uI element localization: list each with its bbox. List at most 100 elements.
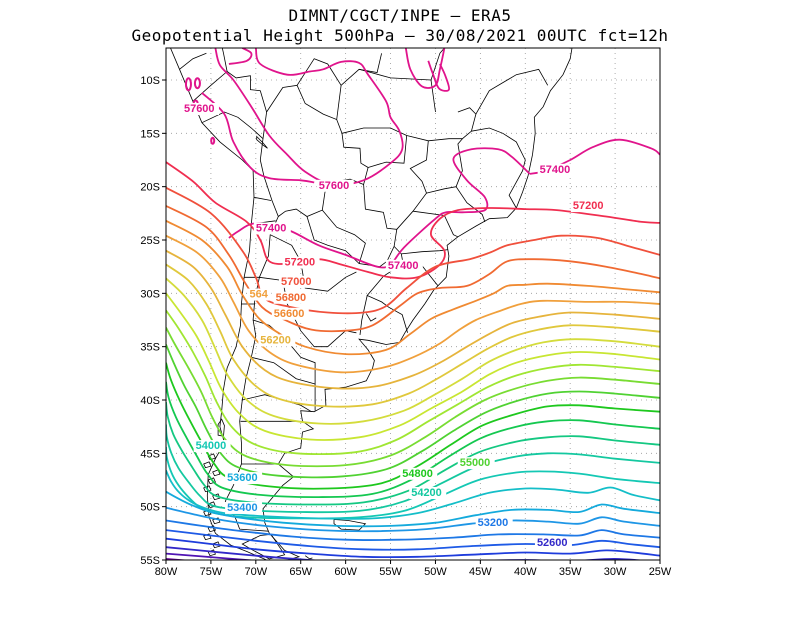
x-axis: 80W 75W 70W 65W 60W 55W 50W 45W 40W 35W 30W 25W xyxy=(155,560,672,578)
contour-label-bg xyxy=(457,457,495,470)
contour-label-bg xyxy=(181,103,219,115)
x-tick-label: 80W xyxy=(155,566,178,578)
island-outline xyxy=(207,453,216,461)
y-tick-label: 35S xyxy=(140,342,160,354)
brazil-state-borders xyxy=(471,127,526,209)
contour-label-bg xyxy=(534,537,572,550)
peru-region-borders xyxy=(192,71,228,102)
contour-label: 55000 xyxy=(460,457,491,469)
contour-label-bg xyxy=(273,291,311,304)
contour-52800 xyxy=(166,537,660,559)
contour-label: 54800 xyxy=(402,468,433,480)
contour-label: 57000 xyxy=(281,276,312,288)
contour-53800 xyxy=(166,470,660,520)
contour-label: 54000 xyxy=(196,440,227,452)
contour-label-bg xyxy=(400,467,438,480)
contour-label: 564 xyxy=(250,289,269,301)
y-tick-label: 40S xyxy=(140,395,160,407)
x-tick-label: 65W xyxy=(289,566,312,578)
island-outline xyxy=(304,555,313,560)
contour-label-bg xyxy=(537,163,575,176)
y-tick-label: 45S xyxy=(140,448,160,460)
lake-titicaca xyxy=(256,135,268,149)
contour-56200 xyxy=(166,249,660,390)
y-tick-label: 50S xyxy=(140,502,160,514)
contour-52600 xyxy=(166,546,647,560)
peru-region-borders xyxy=(201,111,264,139)
contour-54400 xyxy=(166,401,660,506)
brazil-state-borders xyxy=(367,135,408,168)
argentina-province-borders xyxy=(270,234,357,292)
y-tick-label: 25S xyxy=(140,235,160,247)
contour-label-bg xyxy=(225,501,263,514)
x-tick-label: 30W xyxy=(604,566,627,578)
contour-56000 xyxy=(166,263,660,408)
contour-label: 53600 xyxy=(227,472,258,484)
contour-56800 xyxy=(166,205,660,333)
x-tick-label: 40W xyxy=(514,566,537,578)
contour-56600 xyxy=(166,220,660,356)
contour-54600 xyxy=(166,381,660,499)
contour-label-bg xyxy=(278,275,316,288)
y-tick-label: 30S xyxy=(140,288,160,300)
peru-region-borders xyxy=(179,52,207,70)
contour-57600 xyxy=(201,92,315,184)
contour-label-bg xyxy=(475,516,513,529)
contour-label-bg xyxy=(570,200,608,213)
contour-57600 xyxy=(404,48,446,89)
brazil-state-borders xyxy=(475,68,549,115)
contour-label: 57200 xyxy=(285,257,316,269)
brazil-state-borders xyxy=(396,140,429,230)
y-tick-label: 55S xyxy=(140,555,160,567)
contour-57200 xyxy=(166,161,660,280)
x-tick-label: 35W xyxy=(559,566,582,578)
x-tick-label: 70W xyxy=(245,566,268,578)
contour-57600 xyxy=(427,60,451,92)
x-tick-label: 55W xyxy=(379,566,402,578)
contour-label: 57400 xyxy=(540,164,571,176)
contour-label: 52600 xyxy=(537,537,568,549)
contour-55000 xyxy=(166,344,660,479)
contour-label: 57200 xyxy=(573,200,604,212)
contour-label: 57400 xyxy=(256,222,287,234)
brazil-state-borders xyxy=(358,68,432,81)
contour-53200 xyxy=(166,519,660,541)
contour-54800 xyxy=(166,362,660,490)
brazil-state-borders xyxy=(426,186,486,223)
contour-label: 54200 xyxy=(411,487,442,499)
contour-label: 53200 xyxy=(478,517,509,529)
border-uruguay-argentina xyxy=(359,295,368,335)
island-outline xyxy=(203,461,212,469)
border-peru xyxy=(221,48,268,161)
x-tick-label: 75W xyxy=(200,566,223,578)
contour-label-bg xyxy=(271,307,309,320)
contour-label-bg xyxy=(247,288,272,301)
x-tick-label: 45W xyxy=(469,566,492,578)
contour-54200 xyxy=(166,424,660,514)
contour-55600 xyxy=(166,292,660,441)
contour-label-bg xyxy=(253,222,291,235)
contour-label-bg xyxy=(225,472,263,485)
brazil-state-borders xyxy=(341,107,477,142)
contour-label: 57600 xyxy=(319,180,350,192)
plot-frame xyxy=(165,47,661,561)
map-title-line2: Geopotential Height 500hPa – 30/08/2021 … xyxy=(131,26,669,45)
argentina-province-borders xyxy=(251,356,316,385)
map-title-line1: DIMNT/CGCT/INPE – ERA5 xyxy=(288,6,512,25)
contour-label-bg xyxy=(385,259,423,272)
brazil-state-borders xyxy=(430,48,445,113)
contour-57000 xyxy=(166,186,660,315)
contour-57600 xyxy=(228,48,253,65)
brazil-state-borders xyxy=(455,138,463,187)
contour-57400 xyxy=(544,138,660,173)
contour-55400 xyxy=(166,309,660,456)
contour-53000 xyxy=(166,529,660,551)
contour-55200 xyxy=(166,327,660,468)
contour-label-bg xyxy=(409,487,447,499)
contour-label-bg xyxy=(282,256,320,269)
island-outline xyxy=(212,469,221,477)
contour-57600-cell xyxy=(193,77,201,90)
contour-label: 56200 xyxy=(260,334,291,346)
contour-label: 57400 xyxy=(388,260,419,272)
